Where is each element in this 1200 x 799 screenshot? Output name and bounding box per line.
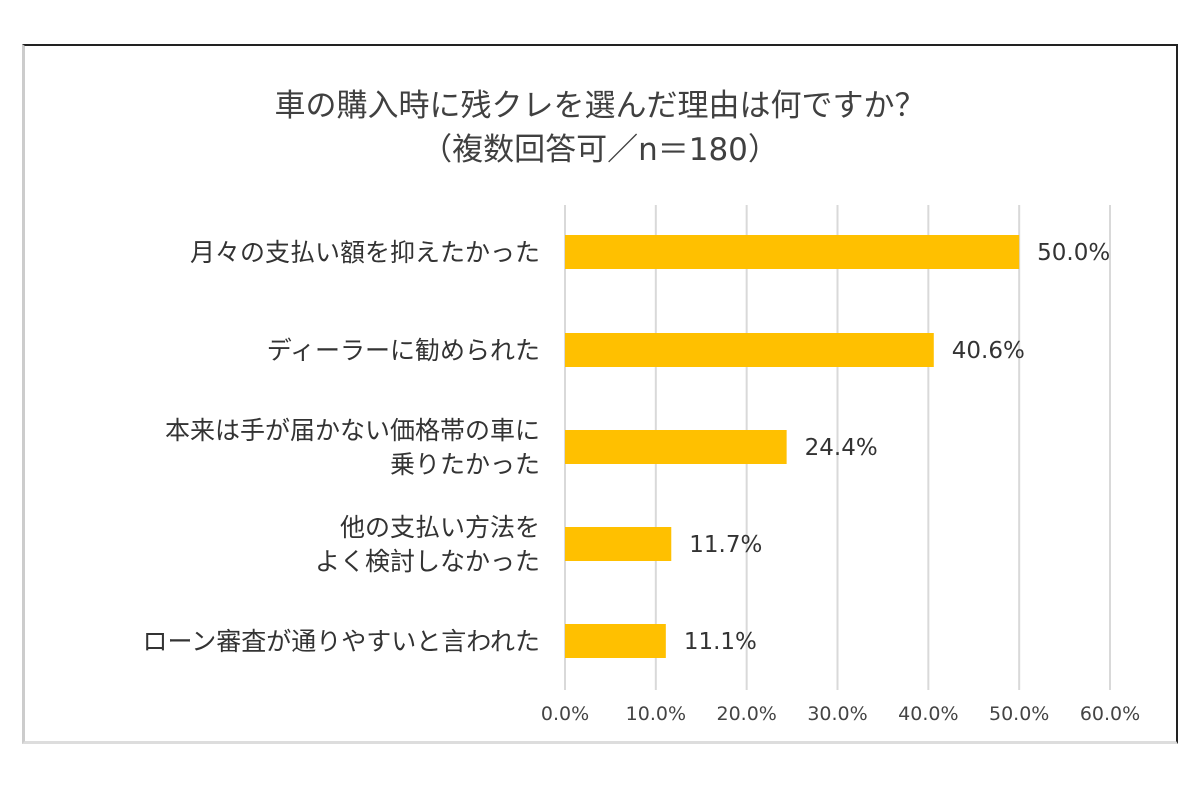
bar <box>565 430 787 464</box>
data-label: 11.1% <box>684 629 757 655</box>
x-tick-label: 20.0% <box>716 703 776 725</box>
x-tick-label: 30.0% <box>807 703 867 725</box>
category-label: 本来は手が届かない価格帯の車に <box>165 416 540 445</box>
chart-title-line-1: 車の購入時に残クレを選んだ理由は何ですか？ <box>274 88 926 124</box>
data-label: 40.6% <box>952 338 1025 364</box>
category-label: よく検討しなかった <box>315 547 540 576</box>
category-label: 月々の支払い額を抑えたかった <box>190 238 540 267</box>
category-label: ディーラーに勧められた <box>267 336 540 365</box>
chart-frame <box>22 44 1178 744</box>
bar <box>565 624 666 658</box>
data-label: 50.0% <box>1037 240 1110 266</box>
bar <box>565 527 672 561</box>
bar <box>565 235 1020 269</box>
data-label: 24.4% <box>805 435 878 461</box>
x-tick-label: 40.0% <box>898 703 958 725</box>
category-label: ローン審査が通りやすいと言われた <box>142 627 540 656</box>
category-label: 乗りたかった <box>390 450 540 479</box>
chart-title-line-2: （複数回答可／n＝180） <box>421 132 779 168</box>
x-tick-label: 60.0% <box>1080 703 1140 725</box>
bar <box>565 333 934 367</box>
category-label: 他の支払い方法を <box>340 513 540 542</box>
x-tick-label: 10.0% <box>626 703 686 725</box>
x-tick-label: 50.0% <box>989 703 1049 725</box>
data-label: 11.7% <box>689 532 762 558</box>
x-tick-label: 0.0% <box>541 703 589 725</box>
